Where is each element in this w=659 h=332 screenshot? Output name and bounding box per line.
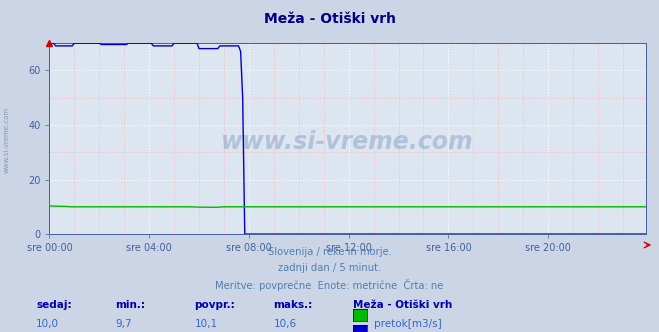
Text: Slovenija / reke in morje.: Slovenija / reke in morje. bbox=[268, 247, 391, 257]
Text: maks.:: maks.: bbox=[273, 300, 313, 310]
Text: zadnji dan / 5 minut.: zadnji dan / 5 minut. bbox=[278, 263, 381, 273]
Text: Meža - Otiški vrh: Meža - Otiški vrh bbox=[264, 12, 395, 26]
Text: min.:: min.: bbox=[115, 300, 146, 310]
Text: 10,6: 10,6 bbox=[273, 319, 297, 329]
Text: www.si-vreme.com: www.si-vreme.com bbox=[221, 130, 474, 154]
Text: Meža - Otiški vrh: Meža - Otiški vrh bbox=[353, 300, 452, 310]
Text: sedaj:: sedaj: bbox=[36, 300, 72, 310]
Text: 10,0: 10,0 bbox=[36, 319, 59, 329]
Text: www.si-vreme.com: www.si-vreme.com bbox=[3, 106, 10, 173]
Text: 9,7: 9,7 bbox=[115, 319, 132, 329]
Text: Meritve: povprečne  Enote: metrične  Črta: ne: Meritve: povprečne Enote: metrične Črta:… bbox=[215, 279, 444, 291]
Text: pretok[m3/s]: pretok[m3/s] bbox=[374, 319, 442, 329]
Text: povpr.:: povpr.: bbox=[194, 300, 235, 310]
Text: 10,1: 10,1 bbox=[194, 319, 217, 329]
